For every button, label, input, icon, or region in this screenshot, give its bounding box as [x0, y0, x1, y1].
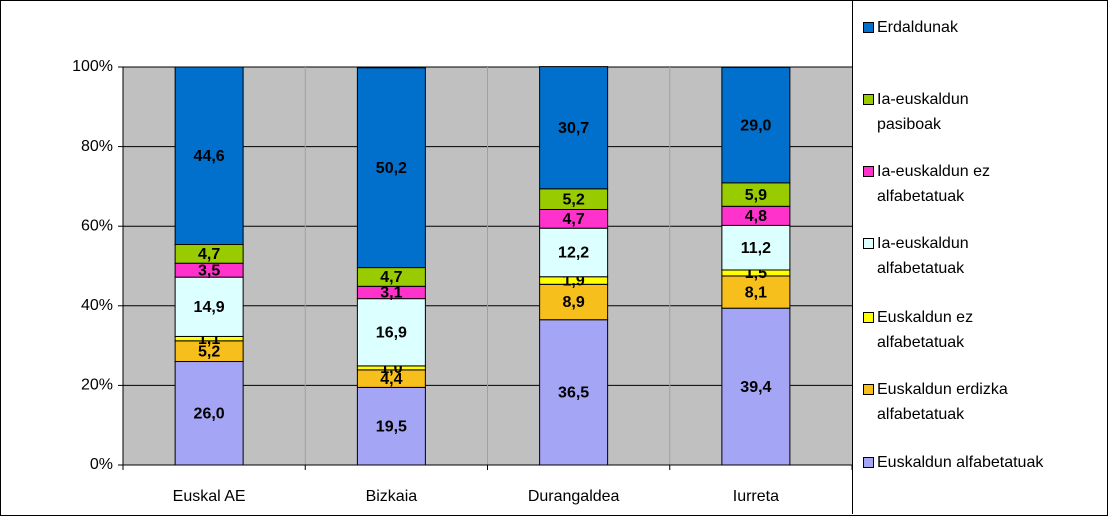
- legend-label: Euskaldun erdizka alfabetatuak: [877, 381, 1008, 423]
- legend-item: Ia-euskaldun pasiboak: [863, 87, 1027, 137]
- data-label: 30,7: [558, 120, 589, 137]
- legend-label: Euskaldun ez alfabetatuak: [877, 309, 974, 351]
- legend-swatch: [863, 457, 874, 468]
- bar-segment: [174, 361, 244, 466]
- legend-item: Euskaldun ez alfabetatuak: [863, 305, 1027, 355]
- bar-segment: [539, 283, 609, 321]
- legend-swatch: [863, 94, 874, 105]
- data-label: 4,7: [380, 269, 402, 286]
- data-label: 19,5: [376, 418, 407, 435]
- legend-swatch: [863, 312, 874, 323]
- data-label: 26,0: [194, 405, 225, 422]
- legend-item: Ia-euskaldun alfabetatuak: [863, 231, 1027, 281]
- data-label: 14,9: [194, 299, 225, 316]
- data-label: 4,4: [380, 371, 402, 388]
- bar-segment: [356, 298, 426, 367]
- data-label: 5,9: [745, 187, 767, 204]
- y-tick-label: 100%: [72, 58, 113, 75]
- legend-swatch: [863, 384, 874, 395]
- data-label: 29,0: [740, 117, 771, 134]
- legend-item: Euskaldun erdizka alfabetatuak: [863, 377, 1027, 427]
- bar-segment: [721, 307, 791, 466]
- data-label: 36,5: [558, 385, 589, 402]
- bar-segment: [539, 227, 609, 278]
- legend-label: Ia-euskaldun pasiboak: [877, 91, 969, 133]
- data-label: 44,6: [194, 148, 225, 165]
- data-label: 11,2: [741, 240, 771, 257]
- data-label: 5,2: [198, 343, 220, 360]
- data-label: 3,1: [380, 285, 402, 302]
- bar-segment: [174, 66, 244, 246]
- y-tick-label: 80%: [81, 138, 113, 155]
- legend-swatch: [863, 166, 874, 177]
- data-label: 4,7: [198, 246, 220, 263]
- data-label: 3,5: [198, 262, 220, 279]
- bar-segment: [539, 66, 609, 190]
- data-label: 4,7: [563, 211, 585, 228]
- data-label: 16,9: [376, 324, 407, 341]
- legend-label: Erdaldunak: [877, 19, 958, 36]
- legend-label: Ia-euskaldun alfabetatuak: [877, 235, 969, 277]
- x-tick-label: Bizkaia: [366, 488, 418, 505]
- y-tick-label: 0%: [90, 456, 113, 473]
- legend-item: Euskaldun alfabetatuak: [863, 450, 1109, 475]
- legend-item: Erdaldunak: [863, 15, 1027, 40]
- legend: Erdaldunak Ia-euskaldun pasiboak Ia-euskal…: [852, 1, 1106, 514]
- data-label: 5,2: [563, 191, 585, 208]
- x-tick-label: Iurreta: [733, 488, 779, 505]
- data-label: 4,8: [745, 208, 767, 225]
- data-label: 8,1: [745, 284, 767, 301]
- legend-label: Ia-euskaldun ez alfabetatuak: [877, 163, 990, 205]
- bar-segment: [356, 386, 426, 466]
- bar-segment: [721, 224, 791, 271]
- data-label: 12,2: [558, 245, 589, 262]
- bar-segment: [356, 67, 426, 269]
- y-tick-label: 20%: [81, 377, 113, 394]
- legend-swatch: [863, 238, 874, 249]
- y-tick-label: 40%: [81, 297, 113, 314]
- y-tick-label: 60%: [81, 217, 113, 234]
- legend-swatch: [863, 22, 874, 33]
- legend-label: Euskaldun alfabetatuak: [877, 454, 1044, 471]
- data-label: 39,4: [740, 379, 771, 396]
- x-tick-label: Durangaldea: [528, 488, 620, 505]
- data-label: 50,2: [376, 160, 407, 177]
- data-label: 8,9: [563, 294, 585, 311]
- bar-segment: [539, 319, 609, 466]
- bar-segment: [721, 275, 791, 309]
- bar-segment: [721, 66, 791, 184]
- x-tick-label: Euskal AE: [173, 488, 246, 505]
- legend-item: Ia-euskaldun ez alfabetatuak: [863, 159, 1027, 209]
- bar-segment: [174, 276, 244, 337]
